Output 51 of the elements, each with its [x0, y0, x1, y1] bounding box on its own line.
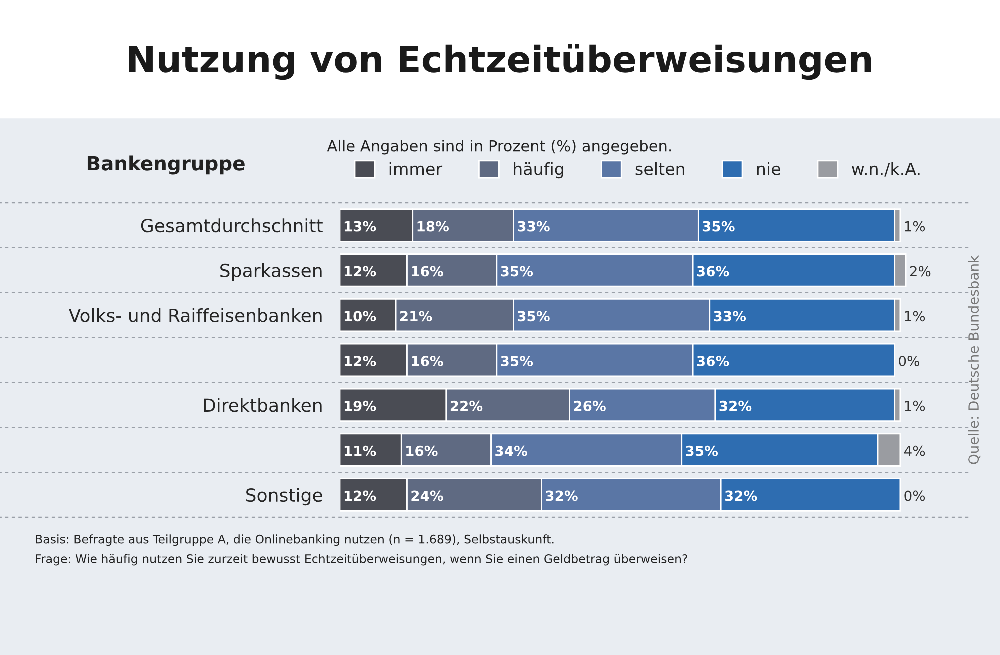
data-label: 32%	[725, 490, 758, 502]
y-tick-label: Gesamtdurchschnitt	[141, 218, 323, 233]
data-label: 18%	[418, 221, 450, 232]
data-label: 12%	[344, 356, 376, 367]
data-label: 32%	[546, 490, 578, 502]
data-label: 32%	[720, 400, 752, 412]
source-note: Quelle: Deutsche Bundesbank	[968, 255, 981, 464]
y-tick-label: Volks- und Raiffeisenbanken	[68, 308, 322, 322]
data-label: 10%	[344, 311, 376, 322]
text: Basis: Befragte aus Teilgruppe A, die Onlinebanking nutzen (n = 1.689), Selbstauskunft.	[36, 534, 554, 546]
data-label: 35%	[702, 221, 735, 232]
data-label: 1%	[905, 400, 926, 412]
data-label: 35%	[501, 356, 534, 367]
data-label: 12%	[344, 490, 376, 502]
data-label: 34%	[496, 446, 528, 456]
y-tick-label: Sparkassen	[220, 264, 322, 282]
data-label: 11%	[344, 446, 376, 456]
data-label: 26%	[574, 400, 606, 412]
legend-label: häufig	[514, 162, 564, 179]
data-label: 33%	[714, 311, 746, 322]
data-label: 12%	[344, 266, 376, 277]
data-label: 36%	[697, 356, 730, 367]
data-label: 0%	[899, 356, 920, 367]
text: Frage: Wie häufig nutzen Sie zurzeit bewusst Echtzeitüberweisungen, wenn Sie einen Geldbetrag überweisen?	[36, 554, 688, 566]
legend-label: immer	[390, 162, 443, 176]
data-label: 21%	[400, 311, 432, 322]
data-label: 35%	[518, 311, 550, 322]
y-tick-label: Sonstige	[246, 488, 322, 506]
data-label: 1%	[905, 311, 926, 322]
data-label: 36%	[697, 266, 730, 277]
data-label: 16%	[412, 266, 444, 277]
data-label: 35%	[501, 266, 534, 277]
data-label: 13%	[344, 221, 376, 232]
data-label: 19%	[344, 400, 376, 412]
data-label: 22%	[450, 400, 483, 412]
data-label: 16%	[412, 356, 444, 367]
data-label: 4%	[904, 446, 926, 456]
legend-label: selten	[636, 162, 684, 176]
chart-title: Nutzung von Echtzeitüberweisungen	[129, 44, 872, 80]
legend-label: w.n./k.A.	[852, 162, 920, 177]
data-label: 16%	[406, 446, 438, 456]
y-tick-label: Direktbanken	[204, 398, 322, 412]
chart-subtitle: Alle Angaben sind in Prozent (%) angegeben.	[327, 140, 672, 155]
data-label: 33%	[518, 221, 550, 232]
data-label: 35%	[686, 446, 718, 456]
data-label: 1%	[905, 221, 926, 232]
legend-label: nie	[757, 162, 780, 176]
data-label: 24%	[412, 490, 444, 502]
y-axis-title: Bankengruppe	[88, 156, 245, 175]
data-label: 2%	[910, 266, 931, 277]
data-label: 0%	[904, 490, 926, 502]
